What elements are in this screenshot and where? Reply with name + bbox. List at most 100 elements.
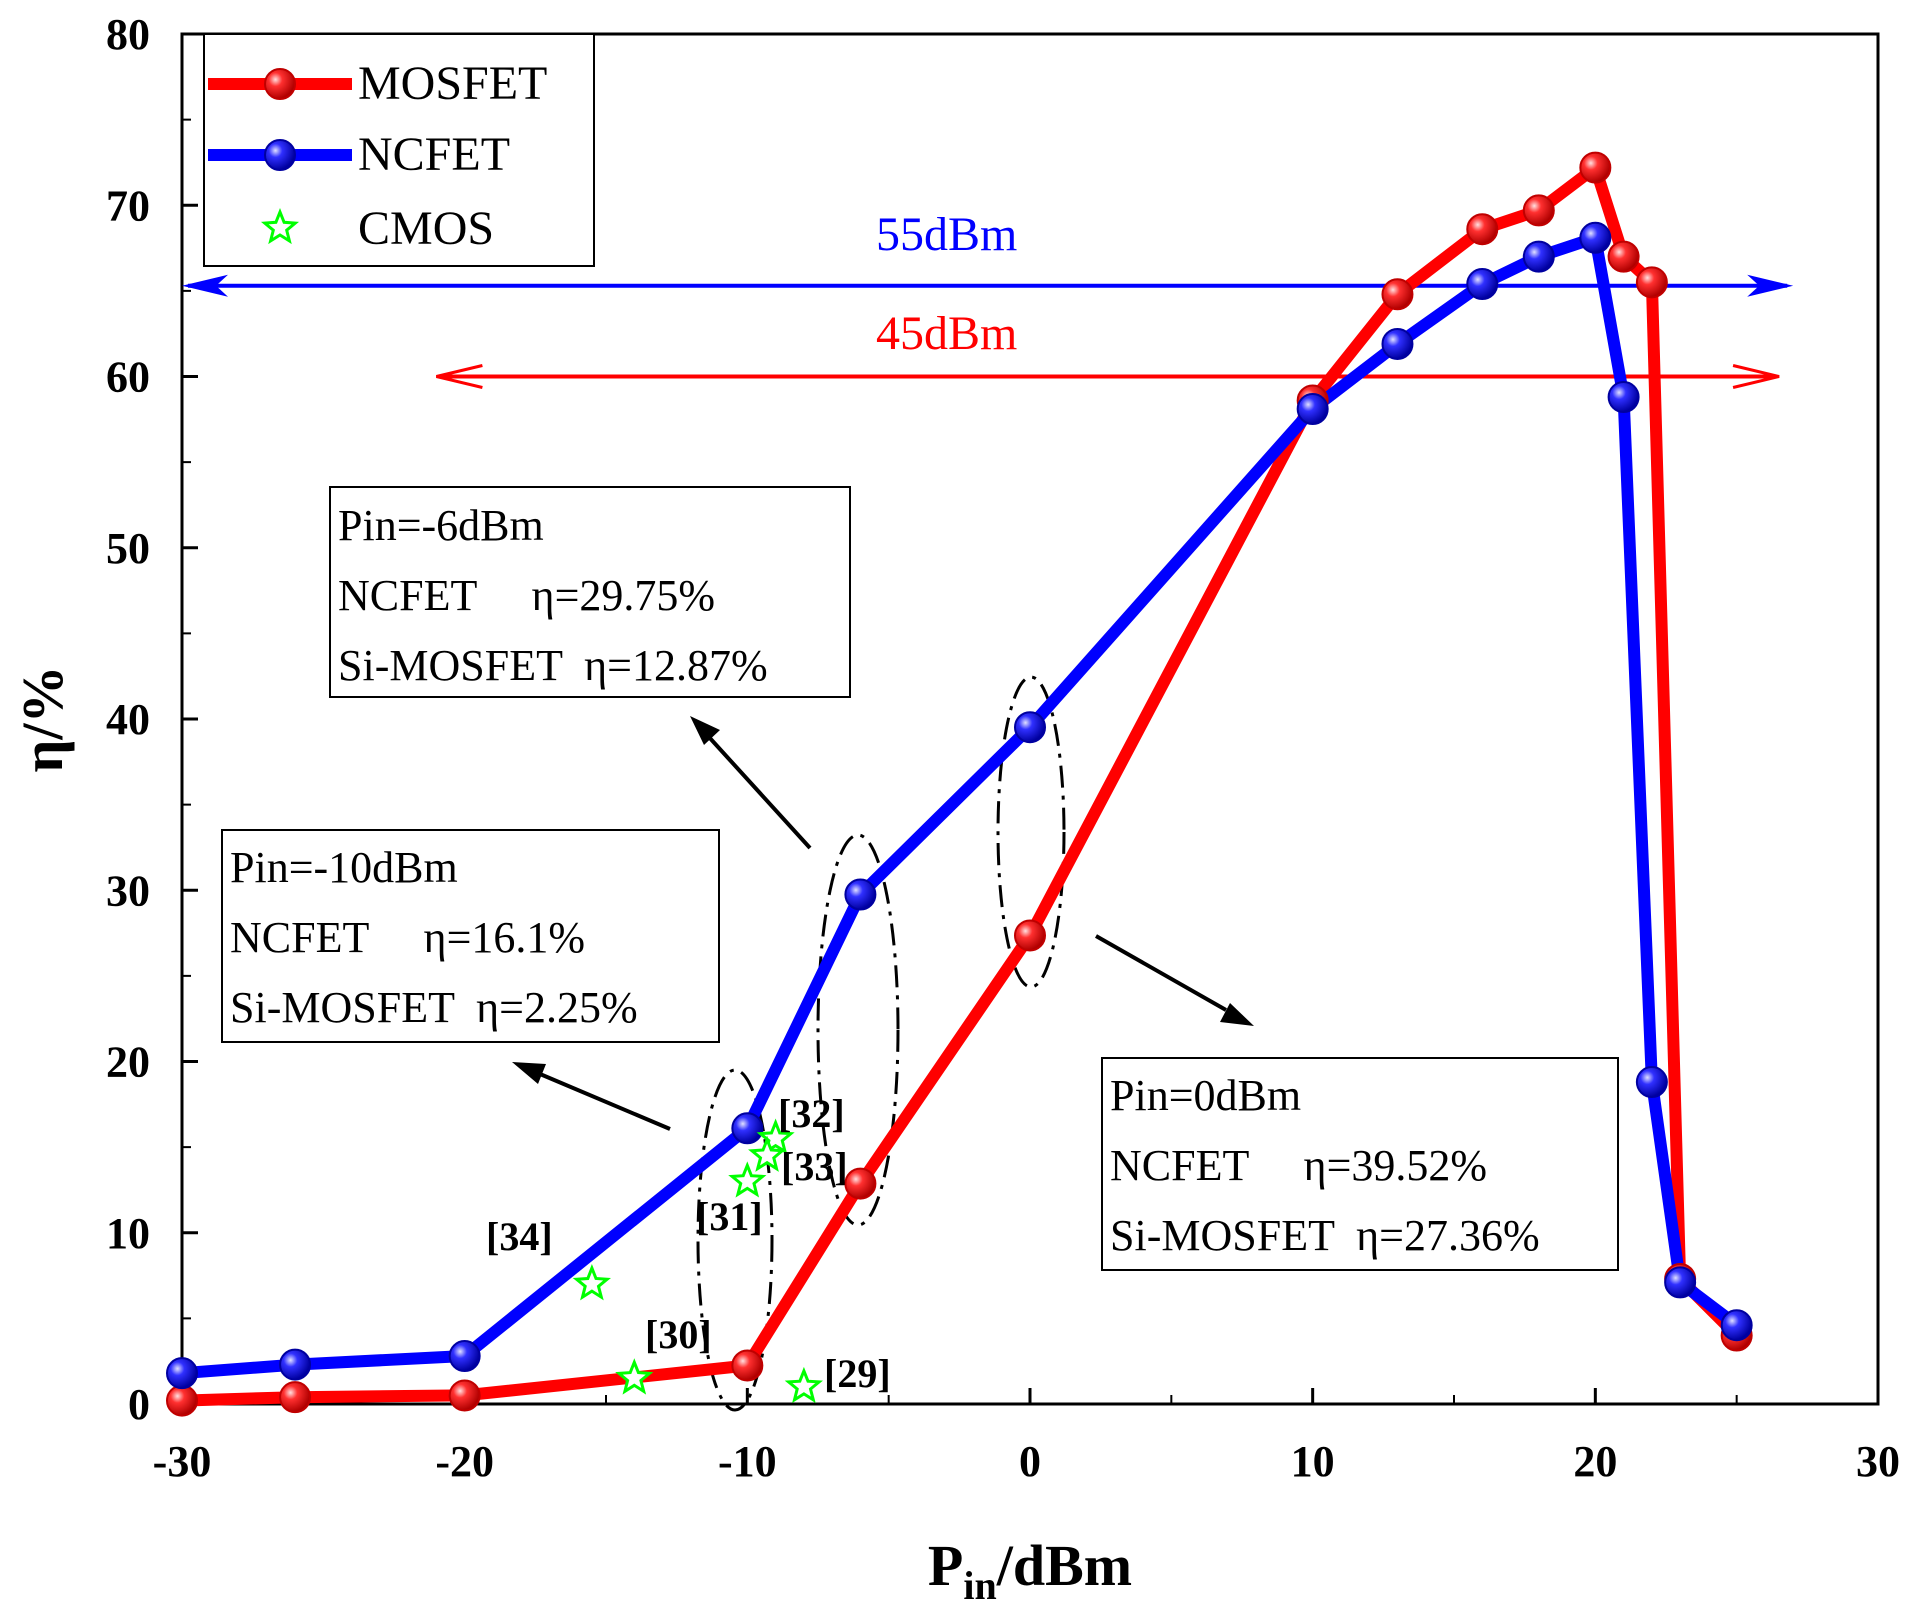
y-tick-label: 80: [106, 10, 150, 59]
ref-label-32: [32]: [778, 1091, 845, 1136]
ncfet-point: [1014, 711, 1046, 744]
ncfet-point: [1664, 1266, 1697, 1299]
ncfet-point: [1579, 221, 1612, 254]
mosfet-point: [1522, 194, 1555, 227]
mosfet-point: [1579, 151, 1612, 184]
legend: MOSFET NCFET CMOS: [203, 33, 595, 267]
ncfet-point: [1635, 1066, 1668, 1099]
cmos-point: [748, 1135, 787, 1172]
ncfet-point: [448, 1340, 481, 1373]
y-tick-label: 70: [106, 181, 150, 230]
mosfet-point: [279, 1381, 312, 1414]
annotation-box-0: Pin=0dBm NCFET η=39.52% Si-MOSFET η=27.3…: [1101, 1057, 1619, 1271]
x-tick-label: 20: [1573, 1437, 1617, 1486]
y-tick-label: 20: [106, 1038, 150, 1087]
range-label-55dbm: 55dBm: [876, 208, 1017, 261]
box-0-line2: NCFET η=39.52%: [1110, 1141, 1487, 1190]
ncfet-point: [1466, 268, 1499, 301]
ncfet-point: [166, 1357, 198, 1390]
x-tick-label: -10: [718, 1437, 777, 1486]
cmos-point: [615, 1358, 654, 1395]
y-tick-label: 60: [106, 353, 150, 402]
ellipse-pin-0: [996, 675, 1066, 989]
cmos-points: [572, 1118, 823, 1404]
y-tick-label: 10: [106, 1209, 150, 1258]
ellipse-pin-minus6: [816, 833, 900, 1227]
highlight-ellipses: [696, 675, 1066, 1412]
x-tick-label: -20: [435, 1437, 494, 1486]
range-arrow-55dbm: [182, 274, 1794, 297]
box-0-line3: Si-MOSFET η=27.36%: [1110, 1211, 1540, 1260]
cmos-point: [756, 1118, 795, 1155]
legend-label-mosfet: MOSFET: [358, 57, 547, 110]
ref-label-34: [34]: [486, 1214, 553, 1259]
y-tick-label: 0: [128, 1380, 150, 1429]
ncfet-point: [731, 1112, 764, 1145]
legend-label-cmos: CMOS: [358, 202, 494, 255]
box-minus6-line3: Si-MOSFET η=12.87%: [338, 641, 768, 690]
annotation-arrows: [512, 716, 1254, 1131]
x-axis-title: Pin/dBm: [928, 1533, 1132, 1608]
box-minus10-line3: Si-MOSFET η=2.25%: [230, 983, 638, 1032]
cmos-point: [784, 1366, 823, 1404]
x-axis-title-main: P: [928, 1533, 963, 1598]
reference-labels: [29] [30] [31] [32] [33] [34]: [486, 1091, 891, 1396]
annotation-box-minus10: Pin=-10dBm NCFET η=16.1% Si-MOSFET η=2.2…: [221, 829, 720, 1043]
mosfet-point: [1014, 919, 1046, 952]
y-axis-title: η/%: [10, 665, 75, 772]
x-tick-label: 0: [1019, 1437, 1041, 1486]
y-tick-label: 50: [106, 524, 150, 573]
mosfet-point: [731, 1349, 764, 1382]
ref-label-30: [30]: [645, 1312, 712, 1357]
range-label-45dbm: 45dBm: [876, 307, 1017, 360]
mosfet-point: [1381, 278, 1414, 311]
legend-item-mosfet: MOSFET: [208, 57, 547, 110]
ellipse-pin-minus10: [696, 1068, 774, 1412]
cmos-point: [728, 1161, 767, 1198]
mosfet-point: [166, 1384, 198, 1417]
cmos-point: [572, 1264, 611, 1301]
legend-item-cmos: CMOS: [260, 202, 494, 255]
ncfet-point: [279, 1348, 312, 1381]
legend-item-ncfet: NCFET: [208, 128, 510, 181]
ref-label-33: [33]: [781, 1144, 848, 1189]
ncfet-point: [844, 878, 877, 911]
mosfet-point: [448, 1379, 481, 1412]
mosfet-point: [1635, 266, 1668, 299]
ncfet-point: [1296, 393, 1329, 426]
ncfet-point: [1607, 381, 1640, 414]
mosfet-point: [1607, 240, 1640, 273]
range-arrow-45dbm: [436, 364, 1780, 389]
annotation-box-minus6: Pin=-6dBm NCFET η=29.75% Si-MOSFET η=12.…: [329, 486, 851, 698]
legend-star-icon: [260, 207, 300, 245]
box-0-line1: Pin=0dBm: [1110, 1071, 1301, 1120]
arrow-to-box-minus10: [512, 1062, 671, 1131]
axis-ticks: [182, 118, 1738, 1404]
arrow-to-box-0: [1095, 934, 1254, 1026]
mosfet-point: [844, 1167, 877, 1200]
range-arrows: [182, 274, 1794, 389]
axis-tick-labels: -30 -20 -10 0 10 20 30 0 10 20 30 40 50 60 70 80: [106, 10, 1900, 1486]
box-minus10-line2: NCFET η=16.1%: [230, 913, 585, 962]
y-tick-label: 40: [106, 695, 150, 744]
box-minus6-line1: Pin=-6dBm: [338, 501, 544, 550]
legend-label-ncfet: NCFET: [358, 128, 510, 181]
box-minus10-line1: Pin=-10dBm: [230, 843, 458, 892]
ncfet-point: [1522, 240, 1555, 273]
x-tick-label: 30: [1856, 1437, 1900, 1486]
x-axis-title-sub: in: [963, 1563, 996, 1608]
box-minus6-line2: NCFET η=29.75%: [338, 571, 715, 620]
legend-marker-cmos: [260, 207, 300, 245]
x-axis-title-unit: /dBm: [996, 1533, 1132, 1598]
ref-label-29: [29]: [824, 1351, 891, 1396]
x-tick-label: 10: [1291, 1437, 1335, 1486]
x-tick-label: -30: [153, 1437, 212, 1486]
ncfet-point: [1720, 1309, 1753, 1342]
arrow-to-box-minus6: [690, 716, 812, 850]
ref-label-31: [31]: [696, 1194, 763, 1239]
y-tick-label: 30: [106, 866, 150, 915]
ncfet-point: [1381, 327, 1414, 360]
series-markers: [166, 151, 1753, 1417]
mosfet-point: [1466, 213, 1499, 246]
